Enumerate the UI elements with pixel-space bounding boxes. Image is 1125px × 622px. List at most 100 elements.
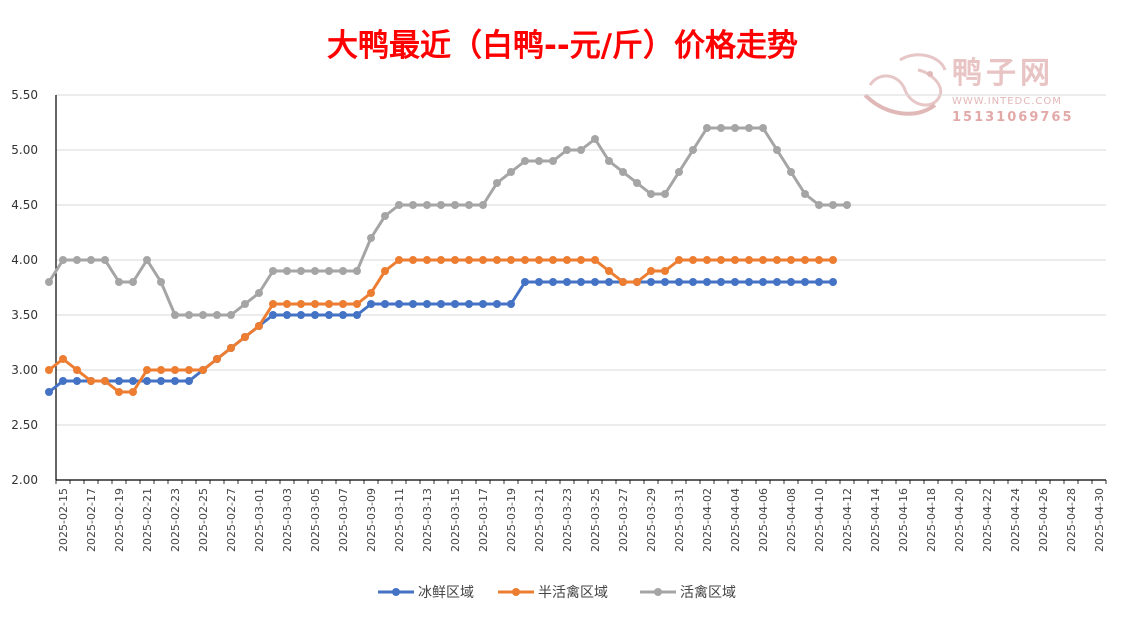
data-point [423,300,431,308]
data-point [815,201,823,209]
data-point [689,278,697,286]
data-point [591,256,599,264]
data-point [213,311,221,319]
watermark-url: WWW.INTEDC.COM [952,96,1062,107]
data-point [297,311,305,319]
data-point [115,377,123,385]
data-point [241,300,249,308]
data-point [703,256,711,264]
data-point [731,278,739,286]
data-point [409,201,417,209]
x-tick-label: 2025-04-16 [897,488,910,552]
data-point [507,300,515,308]
data-point [521,278,529,286]
data-point [269,267,277,275]
data-point [437,256,445,264]
data-point [647,190,655,198]
data-point [521,157,529,165]
x-tick-label: 2025-03-11 [393,488,406,552]
data-point [829,201,837,209]
legend: 冰鲜区域 半活禽区域 活禽区域 [378,584,736,601]
data-point [395,256,403,264]
data-point [101,256,109,264]
x-tick-label: 2025-03-17 [477,488,490,552]
x-tick-label: 2025-04-06 [757,488,770,552]
data-point [535,157,543,165]
x-tick-label: 2025-03-25 [589,488,602,552]
series-1 [45,278,837,396]
y-tick-label: 4.50 [11,198,38,212]
data-point [815,256,823,264]
data-point [87,256,95,264]
data-point [283,311,291,319]
x-tick-label: 2025-04-02 [701,488,714,552]
x-tick-label: 2025-03-27 [617,488,630,552]
data-point [367,234,375,242]
y-tick-label: 4.00 [11,253,38,267]
y-tick-label: 2.50 [11,418,38,432]
y-tick-label: 5.00 [11,143,38,157]
data-point [549,157,557,165]
data-point [73,377,81,385]
data-point [171,311,179,319]
data-point [717,278,725,286]
data-point [563,256,571,264]
data-point [493,300,501,308]
x-tick-label: 2025-02-23 [169,488,182,552]
data-point [843,201,851,209]
watermark: 鸭子网 WWW.INTEDC.COM 15131069765 [863,53,1074,125]
data-point [787,256,795,264]
data-point [815,278,823,286]
data-point [773,278,781,286]
data-point [689,256,697,264]
data-point [395,300,403,308]
data-point [157,377,165,385]
data-point [171,366,179,374]
data-point [129,377,137,385]
y-tick-label: 3.00 [11,363,38,377]
data-point [633,278,641,286]
data-point [283,267,291,275]
y-tick-label: 5.50 [11,88,38,102]
data-point [577,256,585,264]
data-point [451,256,459,264]
data-point [801,190,809,198]
data-point [549,278,557,286]
x-tick-label: 2025-04-24 [1009,488,1022,552]
x-tick-label: 2025-02-25 [197,488,210,552]
data-point [535,256,543,264]
data-point [73,256,81,264]
data-point [269,300,277,308]
data-point [465,300,473,308]
data-point [395,201,403,209]
data-point [353,267,361,275]
data-point [759,278,767,286]
legend-item-1: 冰鲜区域 [378,585,474,601]
data-point [185,377,193,385]
data-point [255,289,263,297]
data-point [171,377,179,385]
data-point [409,256,417,264]
data-point [563,146,571,154]
data-point [829,256,837,264]
x-tick-label: 2025-04-20 [953,488,966,552]
legend-item-3: 活禽区域 [640,584,736,601]
data-point [619,278,627,286]
data-point [787,168,795,176]
x-tick-label: 2025-04-10 [813,488,826,552]
data-point [87,377,95,385]
data-point [773,256,781,264]
data-point [717,124,725,132]
legend-label: 活禽区域 [680,584,736,601]
x-tick-label: 2025-04-14 [869,488,882,552]
watermark-phone: 15131069765 [952,110,1074,125]
series-line [48,258,833,394]
data-point [339,267,347,275]
series-2 [45,256,837,396]
data-point [661,267,669,275]
data-point [479,300,487,308]
series-line [47,126,847,317]
data-point [199,366,207,374]
data-point [563,278,571,286]
